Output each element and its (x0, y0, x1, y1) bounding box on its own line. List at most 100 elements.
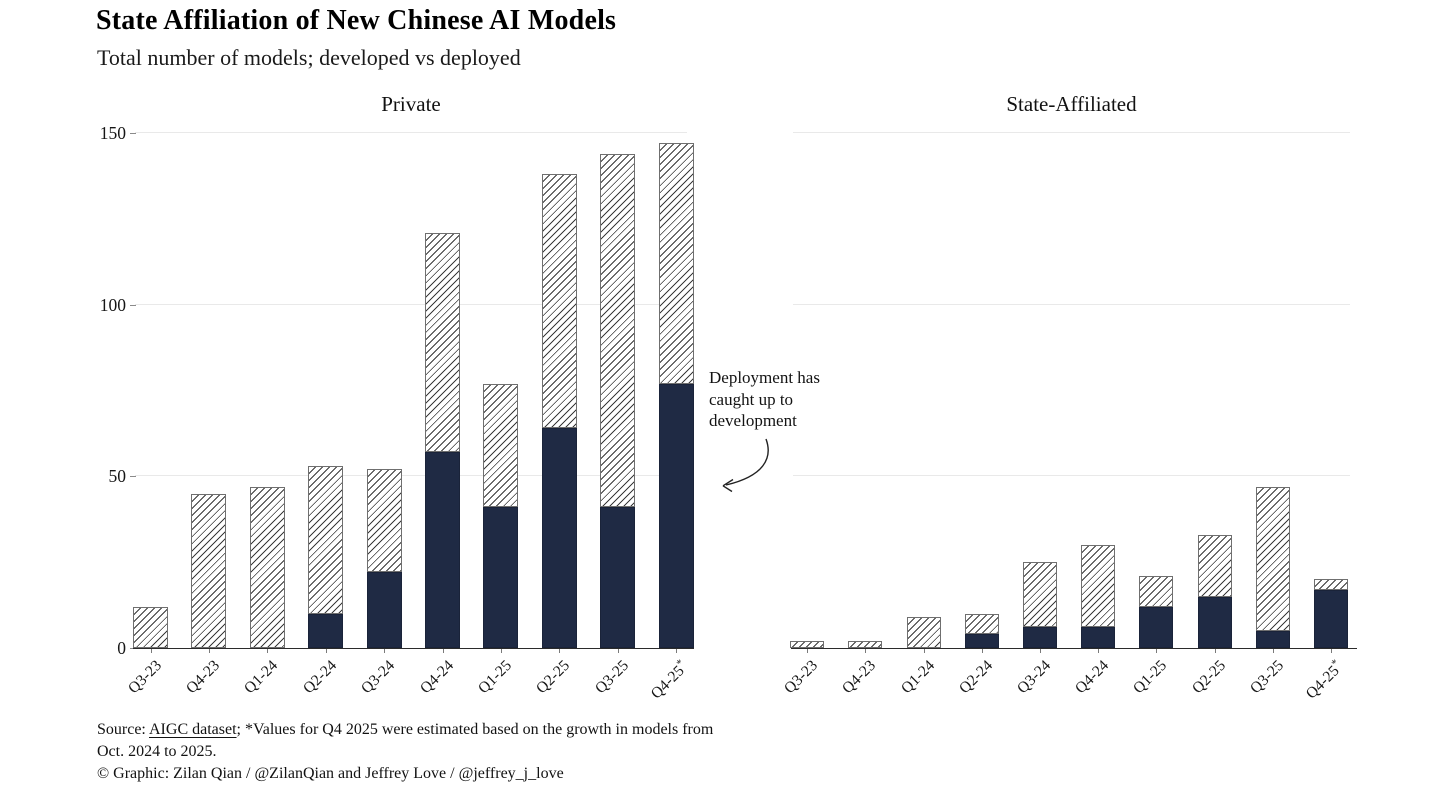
x-tick (559, 649, 561, 653)
state-affiliated-plot-area: Q3-23 Q4-23 Q1-24 Q2-24 Q3-24 Q4-24 Q1-25 Q2-25… (781, 132, 1357, 702)
footnote: Source: AIGC dataset; *Values for Q4 202… (97, 719, 713, 785)
footnote-source-line: Source: AIGC dataset; *Values for Q4 202… (97, 719, 713, 741)
chart-subtitle: Total number of models; developed vs dep… (97, 45, 521, 70)
x-tick (150, 649, 152, 653)
x-tick-label: Q3-25 (591, 657, 632, 698)
x-tick-label: Q2-24 (955, 657, 996, 698)
panel-title-private: Private (381, 92, 441, 116)
bar-deployed-segment (1197, 596, 1232, 648)
bar-developed-segment (483, 383, 519, 508)
x-tick (1331, 649, 1332, 653)
y-tick-label: 100 (99, 294, 126, 315)
bar-developed-segment (1314, 579, 1348, 590)
y-tick-dash (130, 476, 136, 478)
bar-deployed-segment (483, 507, 519, 648)
x-axis-baseline (791, 647, 1357, 649)
x-tick (442, 649, 444, 653)
x-tick-label: Q1-24 (241, 657, 282, 698)
private-plot-area: Q3-23 Q4-23 Q1-24 Q2-24 Q3-24 Q4-24 Q1-25 Q2-25… (124, 132, 694, 702)
bar-deployed-segment (1023, 627, 1057, 648)
bar-developed-segment (366, 469, 402, 573)
bar-deployed-segment (1314, 589, 1348, 648)
bar-deployed-segment (658, 383, 694, 648)
bar-developed-segment (425, 232, 460, 453)
bar-developed-segment (906, 617, 941, 648)
estimate-asterisk: * (674, 657, 687, 670)
x-tick-label: Q4-25* (1302, 657, 1343, 703)
x-tick-label: Q4-25* (647, 657, 688, 703)
x-tick-label: Q3-25 (1246, 657, 1287, 698)
bar-developed-segment (1023, 562, 1057, 628)
annotation-deployment: Deployment has caught up to development (709, 367, 849, 432)
source-note: ; *Values for Q4 2025 were estimated bas… (236, 721, 714, 738)
x-tick (384, 649, 386, 653)
bar-developed-segment (964, 613, 999, 635)
x-axis-baseline (133, 647, 694, 649)
x-tick (325, 649, 327, 653)
x-tick-label: Q4-24 (1072, 657, 1113, 698)
bar-deployed-segment (1255, 630, 1290, 648)
bar-deployed-segment (1139, 606, 1174, 648)
bar-developed-segment (600, 153, 636, 508)
bar-deployed-segment (308, 613, 344, 648)
gridline (793, 475, 1350, 477)
curved-arrow-icon (722, 438, 769, 493)
x-tick (1098, 649, 1100, 653)
bar-deployed-segment (964, 634, 999, 648)
y-tick-label: 150 (99, 123, 126, 143)
x-tick-label: Q4-23 (839, 657, 880, 698)
footnote-credit: © Graphic: Zilan Qian / @ZilanQian and J… (97, 765, 564, 782)
chart-title: State Affiliation of New Chinese AI Mode… (96, 5, 617, 36)
x-tick (676, 649, 678, 653)
bar-developed-segment (133, 606, 168, 648)
x-tick-label: Q1-25 (474, 657, 515, 698)
bar-deployed-segment (600, 507, 636, 648)
x-tick-label: Q1-24 (897, 657, 938, 698)
y-tick-label: 50 (108, 466, 127, 487)
y-axis: 0 50 100 150 (0, 123, 137, 658)
x-tick-label: Q3-24 (358, 657, 399, 698)
estimate-asterisk: * (1329, 657, 1342, 670)
footnote-line2: Oct. 2024 to 2025. (97, 743, 217, 760)
bar-developed-segment (1139, 575, 1174, 607)
bar-developed-segment (308, 466, 344, 614)
x-tick (1214, 649, 1216, 653)
y-tick-label: 0 (117, 638, 126, 658)
annotation-line: caught up to (709, 389, 794, 409)
gridline (135, 475, 687, 477)
bar-deployed-segment (1081, 627, 1116, 648)
source-link[interactable]: AIGC dataset (149, 721, 237, 738)
x-tick (807, 649, 809, 653)
x-tick (923, 649, 925, 653)
bar-developed-segment (1197, 534, 1232, 597)
x-tick-label: Q2-25 (533, 657, 574, 698)
bar-developed-segment (249, 486, 285, 648)
x-tick-label: Q4-24 (416, 657, 457, 698)
x-tick (267, 649, 269, 653)
x-tick (208, 649, 210, 653)
gridline (135, 303, 687, 305)
x-tick (1040, 649, 1041, 653)
bar-developed-segment (1081, 545, 1116, 628)
x-tick (617, 649, 619, 653)
bar-developed-segment (1255, 486, 1290, 631)
x-tick-label: Q2-24 (299, 657, 340, 698)
annotation-line: development (709, 411, 797, 430)
bar-deployed-segment (425, 452, 460, 648)
x-tick (981, 649, 983, 653)
x-tick-label: Q3-23 (124, 657, 165, 698)
source-label: Source: (97, 721, 149, 738)
y-tick-dash (130, 133, 136, 134)
x-tick (1156, 649, 1158, 653)
x-tick-label: Q2-25 (1188, 657, 1229, 698)
x-tick (500, 649, 502, 653)
bar-developed-segment (658, 143, 694, 384)
x-tick-label: Q1-25 (1130, 657, 1171, 698)
bar-deployed-segment (366, 572, 402, 648)
gridline (793, 132, 1350, 133)
x-tick (1272, 649, 1274, 653)
bar-deployed-segment (541, 428, 577, 648)
bar-developed-segment (541, 174, 577, 429)
x-tick-label: Q3-24 (1013, 657, 1055, 698)
